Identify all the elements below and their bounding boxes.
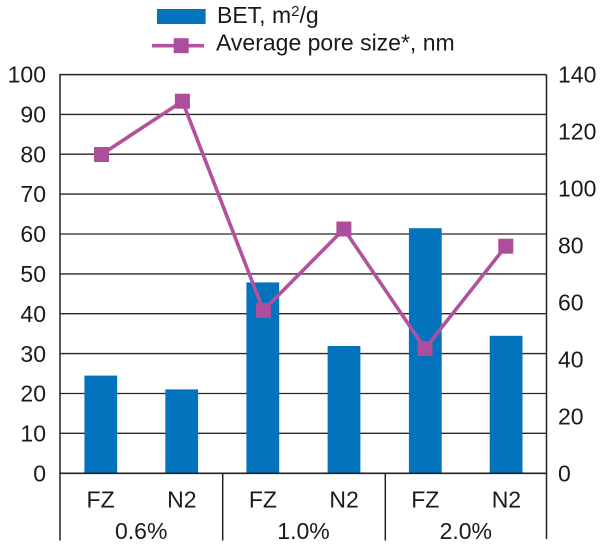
svg-text:40: 40 [20,301,46,327]
svg-text:20: 20 [20,381,46,407]
svg-text:N2: N2 [329,487,358,513]
svg-text:60: 60 [558,290,584,316]
svg-text:0: 0 [33,461,46,487]
svg-text:N2: N2 [167,487,196,513]
svg-text:1.0%: 1.0% [277,518,329,544]
svg-text:60: 60 [20,221,46,247]
svg-text:120: 120 [558,119,596,145]
svg-text:100: 100 [558,176,596,202]
svg-text:N2: N2 [492,487,521,513]
svg-text:FZ: FZ [87,487,115,513]
svg-text:Average pore size*, nm: Average pore size*, nm [216,29,455,55]
svg-text:FZ: FZ [249,487,277,513]
svg-text:100: 100 [8,62,46,88]
svg-text:80: 80 [558,233,584,259]
svg-text:0: 0 [558,461,571,487]
svg-text:90: 90 [20,101,46,127]
svg-text:80: 80 [20,141,46,167]
svg-text:10: 10 [20,421,46,447]
svg-text:2.0%: 2.0% [440,518,492,544]
svg-text:30: 30 [20,341,46,367]
svg-text:BET, m2/g: BET, m2/g [217,2,319,28]
svg-text:FZ: FZ [411,487,439,513]
svg-text:50: 50 [20,261,46,287]
svg-text:0.6%: 0.6% [115,518,167,544]
svg-text:70: 70 [20,181,46,207]
svg-text:20: 20 [558,404,584,430]
svg-text:40: 40 [558,347,584,373]
svg-text:140: 140 [558,62,596,88]
